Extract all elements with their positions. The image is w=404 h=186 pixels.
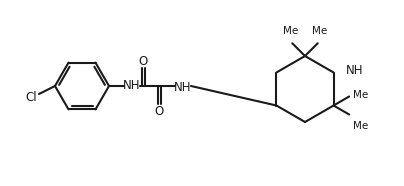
Text: Me: Me [353,89,368,100]
Text: NH: NH [174,81,192,94]
Text: Me: Me [283,26,298,36]
Text: O: O [139,54,147,68]
Text: Me: Me [353,121,368,131]
Text: Cl: Cl [25,91,37,103]
Text: Me: Me [312,26,327,36]
Text: NH: NH [123,78,141,92]
Text: O: O [154,105,164,118]
Text: NH: NH [345,64,363,77]
